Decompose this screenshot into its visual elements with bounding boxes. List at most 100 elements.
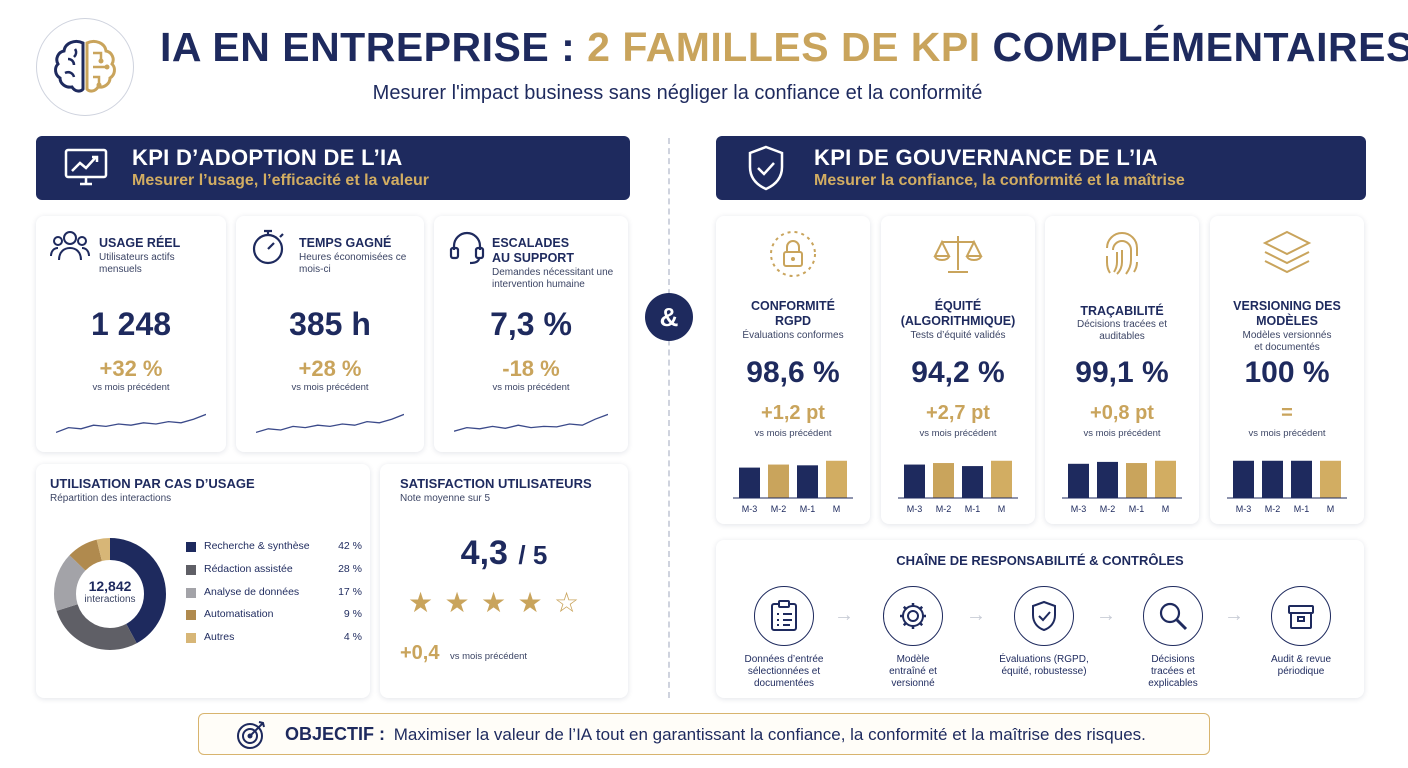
kpi-card-rgpd: CONFORMITÉ RGPD Évaluations conformes 98… xyxy=(716,216,870,524)
bar xyxy=(1068,463,1089,498)
kpi-title: USAGE RÉEL xyxy=(99,236,181,250)
kpi-sparkline xyxy=(256,413,404,434)
title-part-3: COMPLÉMENTAIRES xyxy=(980,24,1408,70)
legend-percent: 28 % xyxy=(338,562,362,575)
step-icon-circle xyxy=(754,586,814,646)
bar xyxy=(1320,460,1341,498)
shield-check-icon xyxy=(1032,600,1056,632)
gear-icon xyxy=(900,603,926,629)
legend-row: Rédaction assistée 28 % xyxy=(186,563,362,579)
kpi-title: CONFORMITÉ RGPD xyxy=(750,299,836,328)
bar-month-label: M-1 xyxy=(965,504,981,514)
bar-month-label: M-3 xyxy=(1236,504,1252,514)
monitor-chart-icon xyxy=(64,148,108,186)
satisfaction-card: SATISFACTION UTILISATEURS Note moyenne s… xyxy=(380,464,628,698)
satisfaction-delta-row: +0,4 vs mois précédent xyxy=(400,642,620,665)
kpi-delta-label: vs mois précédent xyxy=(754,428,832,439)
kpi-subtitle: Évaluations conformes xyxy=(742,330,844,341)
chain-arrow: → xyxy=(1224,604,1244,626)
kpi-subtitle: Tests d’équité validés xyxy=(910,330,1006,341)
kpi-subtitle: Modèles versionnés et documentés xyxy=(1242,330,1332,353)
section-divider xyxy=(668,138,670,698)
sparkline-path xyxy=(454,413,608,432)
sparkline-path xyxy=(256,413,404,434)
satisfaction-subtitle: Note moyenne sur 5 xyxy=(400,493,491,504)
kpi-delta: +0,8 pt xyxy=(1090,402,1154,424)
usage-card: UTILISATION PAR CAS D’USAGE Répartition … xyxy=(36,464,370,698)
legend-row: Recherche & synthèse 42 % xyxy=(186,540,362,556)
sparkline-path xyxy=(56,413,206,434)
donut-total-label: interactions xyxy=(84,594,136,605)
bar-month-label: M-1 xyxy=(800,504,816,514)
star-filled-icon: ★ xyxy=(408,587,434,618)
legend-swatch xyxy=(186,633,196,644)
archive-box-icon xyxy=(1288,605,1314,629)
bar-month-label: M-3 xyxy=(1071,504,1087,514)
chain-arrow: → xyxy=(834,604,854,626)
chain-arrow: → xyxy=(1096,604,1116,626)
legend-percent: 42 % xyxy=(338,540,362,552)
kpi-delta: +2,7 pt xyxy=(926,402,990,424)
kpi-value: 100 % xyxy=(1244,356,1330,389)
bar-month-label: M xyxy=(998,504,1006,514)
brain-circuit-icon xyxy=(54,39,116,93)
kpi-subtitle: Décisions tracées et auditables xyxy=(1076,319,1168,342)
step-icon-circle xyxy=(1143,586,1203,646)
kpi-delta-label: vs mois précédent xyxy=(92,382,170,393)
legend-swatch xyxy=(186,610,196,621)
kpi-card-escalations: ESCALADES AU SUPPORT Demandes nécessitan… xyxy=(434,216,628,452)
ampersand-text: & xyxy=(659,302,679,332)
kpi-bar-chart: M-3 M-2 M-1 M xyxy=(1227,460,1347,514)
kpi-delta: +32 % xyxy=(99,356,163,381)
step-label: Audit & revue périodique xyxy=(1270,654,1332,677)
kpi-subtitle: Heures économisées ce mois-ci xyxy=(299,252,407,275)
bar-month-label: M-2 xyxy=(1265,504,1281,514)
fingerprint-icon xyxy=(1106,232,1138,275)
bar xyxy=(797,465,818,498)
bar xyxy=(904,464,925,498)
usage-donut-chart xyxy=(54,538,166,650)
kpi-card-fairness: ÉQUITÉ (ALGORITHMIQUE) Tests d’équité va… xyxy=(881,216,1035,524)
bar xyxy=(1097,461,1118,498)
clipboard-list-icon xyxy=(771,600,797,631)
bar-month-label: M-1 xyxy=(1129,504,1145,514)
kpi-delta-label: vs mois précédent xyxy=(291,382,369,393)
magnifier-icon xyxy=(1159,602,1188,631)
bar-month-label: M-2 xyxy=(936,504,952,514)
objective-label: OBJECTIF : xyxy=(285,724,386,744)
legend-label: Rédaction assistée xyxy=(204,562,293,575)
kpi-bar-chart: M-3 M-2 M-1 M xyxy=(733,460,853,514)
legend-swatch xyxy=(186,587,196,598)
bar xyxy=(991,460,1012,498)
ampersand-badge: & xyxy=(645,293,693,341)
kpi-value: 1 248 xyxy=(90,306,172,342)
bar xyxy=(933,463,954,498)
bar-month-label: M xyxy=(1327,504,1335,514)
chain-arrow: → xyxy=(966,604,986,626)
kpi-card-versioning: VERSIONING DES MODÈLES Modèles versionné… xyxy=(1210,216,1364,524)
step-icon-circle xyxy=(883,586,943,646)
star-filled-icon: ★ xyxy=(481,587,507,618)
kpi-subtitle: Utilisateurs actifs mensuels xyxy=(99,252,175,275)
adoption-title: KPI D’ADOPTION DE L’IA xyxy=(132,145,403,170)
title-part-2: 2 FAMILLES DE KPI xyxy=(587,24,981,70)
step-label: Modèle entraîné et versionné xyxy=(889,654,937,689)
page-title: IA EN ENTREPRISE : 2 FAMILLES DE KPI COM… xyxy=(160,24,1408,71)
layers-icon xyxy=(1262,230,1312,274)
title-part-1: IA EN ENTREPRISE : xyxy=(160,24,588,70)
kpi-subtitle: Demandes nécessitant une intervention hu… xyxy=(492,267,614,290)
kpi-sparkline xyxy=(454,413,608,432)
legend-row: Autres 4 % xyxy=(186,631,362,647)
chain-step: Évaluations (RGPD, équité, robustesse) xyxy=(996,586,1092,678)
usage-title: UTILISATION PAR CAS D’USAGE xyxy=(50,476,255,491)
kpi-card-traceability: TRAÇABILITÉ Décisions tracées et auditab… xyxy=(1045,216,1199,524)
chain-step: Audit & revue périodique xyxy=(1254,586,1348,678)
bar xyxy=(1126,463,1147,498)
kpi-title: ÉQUITÉ (ALGORITHMIQUE) xyxy=(900,299,1016,328)
kpi-title: VERSIONING DES MODÈLES xyxy=(1233,299,1341,328)
star-filled-icon: ★ xyxy=(444,587,470,618)
kpi-title: TRAÇABILITÉ xyxy=(1080,304,1164,318)
kpi-delta-label: vs mois précédent xyxy=(492,382,570,393)
donut-center: 12,842 interactions xyxy=(52,578,168,606)
score-value: 4,3 xyxy=(460,534,508,572)
